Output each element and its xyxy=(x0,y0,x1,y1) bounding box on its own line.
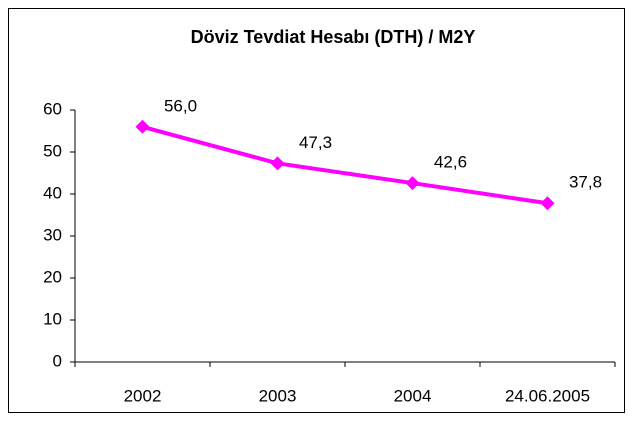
x-tick-label: 2002 xyxy=(124,386,162,405)
chart-title: Döviz Tevdiat Hesabı (DTH) / M2Y xyxy=(191,27,476,47)
data-label: 47,3 xyxy=(299,133,332,152)
x-tick-label: 24.06.2005 xyxy=(505,386,590,405)
y-tick-label: 40 xyxy=(43,183,62,202)
y-tick-label: 10 xyxy=(43,309,62,328)
marker xyxy=(270,156,285,171)
marker xyxy=(135,119,150,134)
y-tick-label: 20 xyxy=(43,267,62,286)
x-tick-label: 2003 xyxy=(259,386,297,405)
y-tick-label: 60 xyxy=(43,99,62,118)
data-label: 56,0 xyxy=(164,96,197,115)
x-tick-label: 2004 xyxy=(394,386,432,405)
line xyxy=(141,124,548,206)
y-tick-label: 0 xyxy=(53,351,62,370)
data-label: 42,6 xyxy=(434,153,467,172)
y-tick-label: 50 xyxy=(43,141,62,160)
marker xyxy=(540,196,555,211)
y-tick-label: 30 xyxy=(43,225,62,244)
marker xyxy=(405,176,420,191)
data-label: 37,8 xyxy=(569,173,602,192)
chart-frame xyxy=(8,8,625,413)
